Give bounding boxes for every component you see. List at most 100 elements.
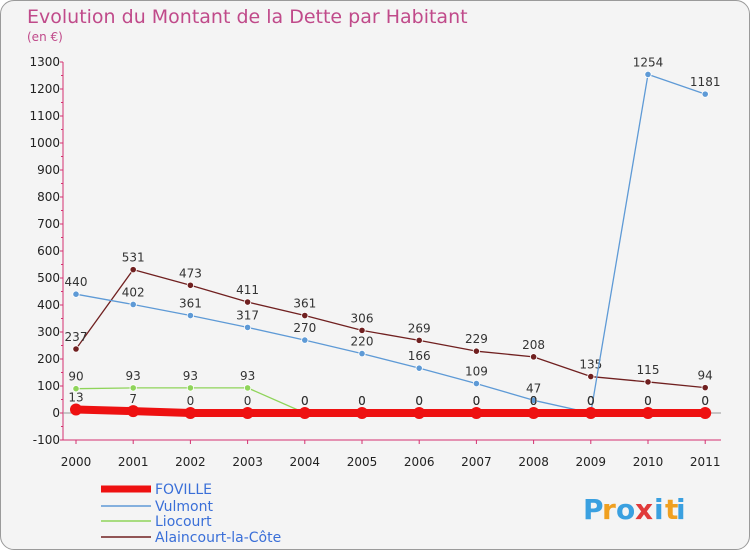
data-label: 270	[293, 321, 316, 335]
series-line	[72, 405, 710, 417]
data-point	[358, 326, 366, 334]
y-tick-label: 200	[37, 352, 60, 366]
legend-label: Alaincourt-la-Côte	[155, 530, 281, 546]
data-label: 0	[301, 394, 309, 408]
data-label: 306	[351, 311, 374, 325]
data-label: 0	[473, 394, 481, 408]
data-point	[186, 384, 194, 392]
data-label: 440	[65, 275, 88, 289]
data-point	[72, 345, 80, 353]
y-tick-label: 700	[37, 217, 60, 231]
data-label: 208	[522, 338, 545, 352]
logo-letter: t	[665, 493, 678, 526]
data-point	[644, 378, 652, 386]
data-point	[529, 353, 538, 361]
data-point	[472, 379, 480, 388]
data-point	[244, 298, 252, 306]
y-tick-label: 1200	[29, 82, 60, 96]
data-point	[413, 407, 426, 419]
data-label: 0	[587, 394, 595, 408]
data-point	[184, 407, 197, 419]
data-point	[415, 364, 423, 372]
data-label: 0	[187, 394, 195, 408]
data-point	[127, 405, 140, 418]
data-label: 0	[530, 394, 538, 408]
x-tick-label: 2002	[175, 455, 206, 469]
data-point	[701, 90, 709, 98]
x-tick-label: 2009	[576, 455, 607, 469]
data-label: 0	[415, 394, 423, 408]
axes: -100010020030040050060070080090010001100…	[29, 55, 721, 469]
x-tick-label: 2003	[232, 455, 263, 469]
data-point	[241, 407, 254, 419]
data-point	[584, 407, 597, 419]
data-label: 93	[183, 369, 198, 383]
data-point	[470, 407, 483, 419]
logo-letter: x	[635, 493, 653, 526]
x-tick-label: 2007	[461, 455, 492, 469]
data-label: 229	[465, 332, 488, 346]
logo-letter: P	[583, 493, 604, 526]
data-label: 0	[301, 394, 309, 408]
y-tick-label: 600	[37, 244, 60, 258]
data-label: 0	[415, 394, 423, 408]
data-label: 361	[179, 297, 202, 311]
data-label: 0	[358, 394, 366, 408]
data-point	[301, 336, 309, 344]
data-label: 0	[701, 394, 709, 408]
y-tick-label: 400	[37, 298, 60, 312]
x-tick-label: 2001	[118, 455, 149, 469]
data-point	[642, 407, 654, 419]
data-label: 0	[587, 394, 595, 408]
data-point	[527, 407, 540, 419]
data-point	[699, 407, 712, 419]
data-label: 1254	[633, 55, 664, 69]
y-tick-label: 800	[37, 190, 60, 204]
data-label: 7	[129, 392, 137, 406]
legend-label: Liocourt	[155, 514, 212, 530]
data-label: 0	[473, 394, 481, 408]
data-label: 94	[698, 369, 713, 383]
data-point	[186, 311, 194, 320]
x-tick-label: 2005	[347, 455, 378, 469]
proxiti-logo: Pr o x i ti	[583, 493, 686, 526]
data-point	[644, 70, 652, 79]
x-tick-label: 2011	[690, 455, 721, 469]
y-tick-label: 100	[37, 379, 60, 393]
data-point	[129, 300, 137, 309]
y-tick-label: -100	[33, 433, 60, 447]
data-label: 402	[122, 285, 145, 299]
x-tick-label: 2006	[404, 455, 435, 469]
data-point	[244, 323, 252, 332]
data-label: 1181	[690, 75, 721, 89]
data-point	[529, 396, 538, 404]
series-line	[75, 268, 706, 389]
data-label: 135	[579, 358, 602, 372]
data-point	[129, 266, 137, 274]
data-label: 0	[358, 394, 366, 408]
data-label: 0	[644, 394, 652, 408]
y-tick-label: 900	[37, 163, 60, 177]
x-tick-label: 2008	[518, 455, 549, 469]
series-line	[75, 73, 706, 414]
data-label: 109	[465, 365, 488, 379]
chart-subtitle: (en €)	[27, 30, 63, 44]
data-label: 115	[637, 363, 660, 377]
data-label: 13	[68, 390, 83, 404]
series-lines: 237 531 473 411 361 306 269 229 208 135 115 94 440 40…	[65, 55, 721, 419]
y-tick-label: 1000	[29, 136, 60, 150]
data-point	[415, 336, 423, 344]
data-point	[587, 372, 595, 381]
data-point	[301, 311, 309, 320]
data-label: 220	[351, 335, 374, 349]
y-tick-label: 300	[37, 325, 60, 339]
data-label: 0	[701, 394, 709, 408]
y-tick-label: 500	[37, 271, 60, 285]
y-tick-label: 1100	[29, 109, 60, 123]
data-label: 269	[408, 321, 431, 335]
data-label: 166	[408, 349, 431, 363]
data-label: 411	[236, 283, 259, 297]
